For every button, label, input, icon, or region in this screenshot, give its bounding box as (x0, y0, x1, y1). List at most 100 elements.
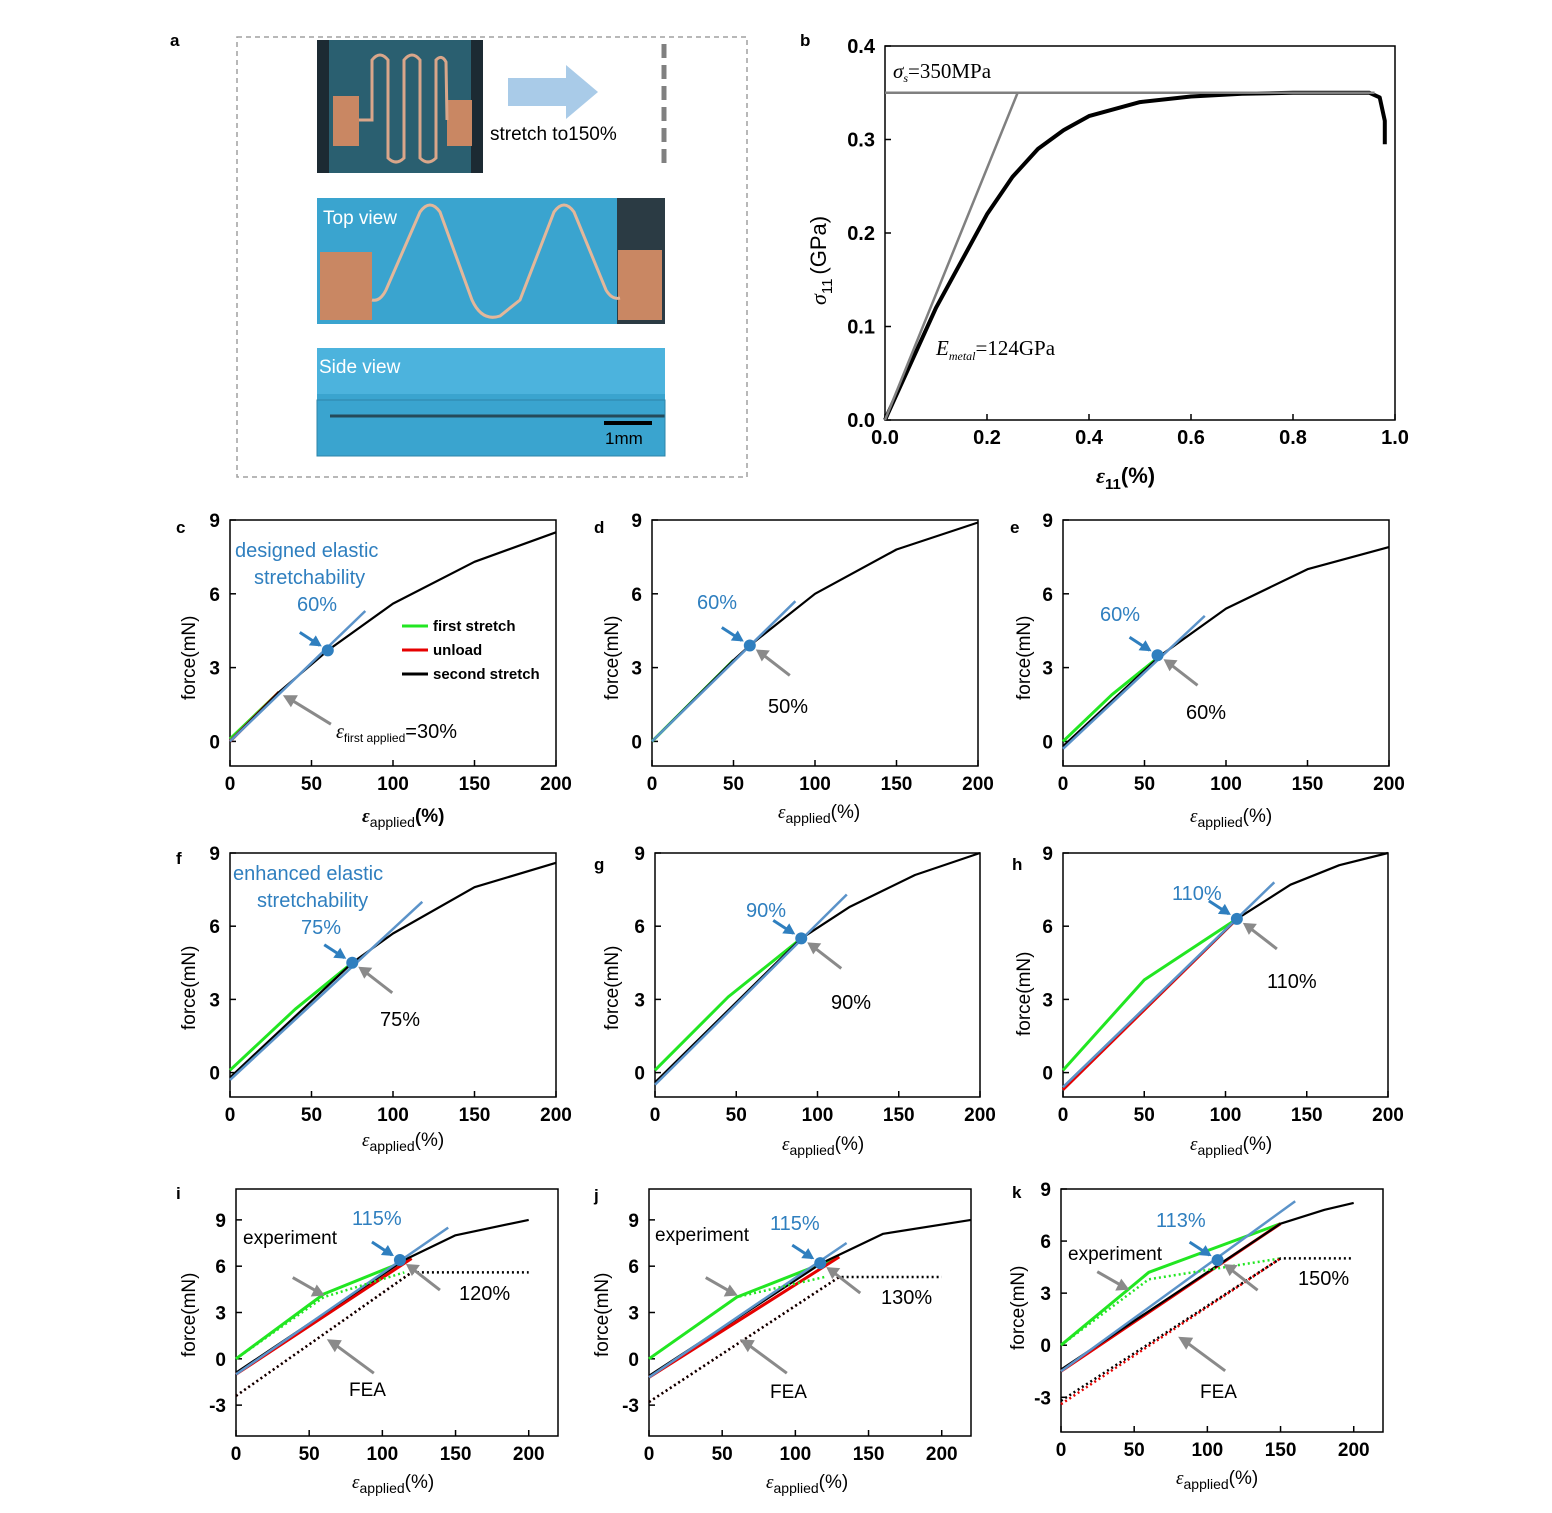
panel-b: b 0.0 0.2 0.4 0.6 0.8 1.0 0.0 0.1 0.2 0.3 0.4 σs=3… (800, 31, 1409, 493)
gray-pct-g: 90% (831, 992, 871, 1014)
y-tick-label: 9 (1040, 1180, 1051, 1201)
series-FEA-first (235, 1271, 405, 1360)
gray-arrow-icon (826, 1267, 862, 1295)
blue-pct-f: 75% (301, 917, 341, 939)
y-tick-label: 6 (1040, 1232, 1051, 1253)
gray-arrow-head (807, 942, 822, 955)
series-FEA-first (648, 1275, 825, 1360)
intersection-marker (1230, 912, 1243, 925)
panel-letter-g: g (594, 855, 604, 874)
series-FEA-second (648, 1275, 942, 1404)
panel-b-xlabel: ε11(%) (1096, 463, 1155, 493)
blue-arrow-icon (1208, 899, 1231, 916)
y-tick-label: 3 (1042, 990, 1053, 1011)
note-c-line2: stretchability (254, 567, 365, 589)
experiment-arrow-icon (1096, 1270, 1130, 1291)
x-tick-label: 150 (459, 1105, 491, 1126)
y-tick-label: 0 (1040, 1336, 1051, 1357)
x-tick-label: 150 (1292, 774, 1324, 795)
x-tick-label: 200 (513, 1444, 545, 1465)
x-tick-label: 100 (799, 774, 831, 795)
y-tick-label: 6 (209, 585, 220, 606)
legend-second: second stretch (433, 666, 540, 683)
blue-pct-d: 60% (697, 592, 737, 614)
scale-bar-label: 1mm (605, 429, 643, 448)
fea-arrow-shaft (330, 1340, 375, 1375)
blue-pct-c: 60% (297, 594, 337, 616)
first-applied-label: εfirst applied=30% (336, 721, 457, 745)
series-second-stretch (1062, 851, 1389, 1088)
fea-label-i: FEA (349, 1380, 386, 1401)
ylabel-d: force(mN) (602, 616, 623, 700)
blue-arrow-head (308, 635, 322, 647)
y-tick-label: 6 (628, 1257, 639, 1278)
series-fit (1062, 881, 1276, 1089)
gray-arrow-head (1163, 659, 1178, 672)
xlabel-h: εapplied(%) (1190, 1134, 1272, 1158)
blue-pct-e: 60% (1100, 604, 1140, 626)
intersection-marker (795, 932, 808, 945)
series-first-stretch (1061, 917, 1238, 1072)
blue-arrow-head (333, 947, 347, 959)
y-tick-label: 0 (628, 1350, 639, 1371)
blue-arrow-icon (791, 1243, 815, 1260)
gray-pct-j: 130% (881, 1287, 932, 1309)
intersection-marker (321, 644, 334, 657)
y-tick-label: 3 (209, 659, 220, 680)
y-tick-label: 9 (1042, 511, 1053, 532)
x-tick-label: 50 (1134, 1105, 1155, 1126)
panel-a: a stretch to150% Top view (170, 31, 748, 478)
blue-arrow-icon (371, 1240, 394, 1257)
y-tick-label: 0.2 (847, 223, 875, 245)
gray-arrow-icon (1242, 922, 1278, 951)
y-tick-label: 9 (1042, 844, 1053, 865)
series-second-stretch (1060, 1201, 1354, 1371)
blue-arrow-head (380, 1245, 394, 1257)
y-tick-label: 0 (209, 1064, 220, 1085)
series-FEA-unload (1060, 1257, 1282, 1406)
series-first-stretch (1060, 1222, 1282, 1347)
series-first-stretch (653, 937, 803, 1072)
blue-arrow-icon (323, 943, 347, 960)
intersection-marker (1211, 1254, 1224, 1267)
x-tick-label: 100 (377, 1105, 409, 1126)
x-tick-label: 100 (780, 1444, 812, 1465)
series-FEA-second (1060, 1257, 1354, 1402)
y-tick-label: 6 (634, 917, 645, 938)
chart-c: 0 50 100 150 200 0 3 6 9 (209, 511, 571, 795)
gray-arrow-head (1242, 922, 1257, 935)
xlabel-f: εapplied(%) (362, 1130, 444, 1154)
modulus-label: Emetal=124GPa (935, 336, 1056, 363)
x-tick-label: 100 (1210, 774, 1242, 795)
y-tick-label: -3 (622, 1396, 639, 1417)
gray-arrow-head (358, 966, 373, 979)
chart-g: 0 50 100 150 200 0 3 6 9 (634, 844, 995, 1126)
intersection-marker (814, 1257, 827, 1270)
y-tick-label: 9 (209, 844, 220, 865)
y-tick-label: 6 (215, 1257, 226, 1278)
experiment-arrow-icon (292, 1276, 325, 1297)
y-tick-label: 9 (634, 844, 645, 865)
legend: first stretch unload second stretch (402, 618, 540, 683)
intersection-marker (393, 1254, 406, 1267)
gray-arrow-icon (807, 942, 843, 970)
x-tick-label: 0 (1058, 1105, 1069, 1126)
series-fit (235, 1226, 449, 1376)
experiment-label-i: experiment (243, 1228, 338, 1249)
x-tick-label: 0 (1058, 774, 1069, 795)
x-tick-label: 50 (712, 1444, 733, 1465)
copper-pad-right (447, 100, 472, 146)
x-tick-label: 150 (881, 774, 913, 795)
gray-arrow-icon (358, 966, 394, 994)
series-first-stretch (1061, 654, 1162, 743)
fea-label-j: FEA (770, 1382, 807, 1403)
blue-arrow-head (1138, 640, 1152, 652)
gray-pct-d: 50% (768, 696, 808, 718)
gray-arrow-head (755, 649, 770, 662)
chart-d: 0 50 100 150 200 0 3 6 9 (631, 511, 993, 795)
blue-arrow-head (1217, 903, 1231, 915)
intersection-marker (1151, 649, 1164, 662)
x-tick-label: 0 (225, 1105, 236, 1126)
xlabel-j: εapplied(%) (766, 1472, 848, 1496)
series-fit (1060, 1200, 1296, 1373)
